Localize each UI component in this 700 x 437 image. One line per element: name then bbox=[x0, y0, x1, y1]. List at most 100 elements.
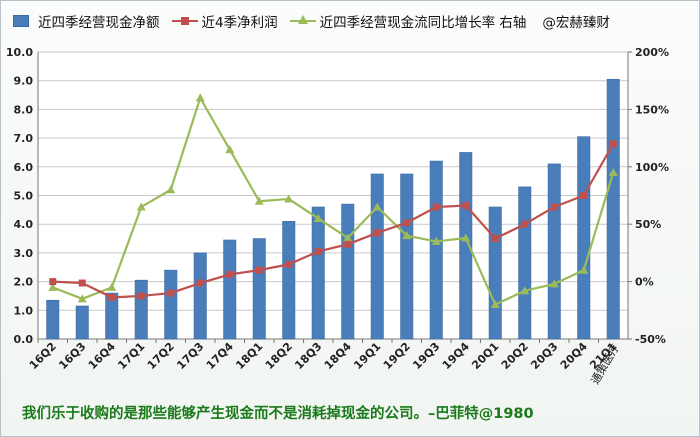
y-right-tick-label: -50% bbox=[635, 333, 666, 346]
y-left-tick-label: 7.0 bbox=[14, 132, 34, 145]
x-tick-label: 18Q3 bbox=[292, 340, 324, 372]
profit-series-line bbox=[52, 143, 615, 299]
x-tick-label: 20Q4 bbox=[558, 340, 590, 372]
profit-series-point bbox=[78, 279, 86, 287]
y-left-tick-label: 5.0 bbox=[14, 190, 34, 203]
x-tick-label: 17Q3 bbox=[174, 340, 206, 372]
y-left-tick-label: 6.0 bbox=[14, 161, 34, 174]
x-tick-label: 18Q4 bbox=[322, 340, 354, 372]
y-left-tick-label: 8.0 bbox=[14, 103, 34, 116]
bar bbox=[459, 152, 473, 340]
footer-quote: 我们乐于收购的是那些能够产生现金而不是消耗掉现金的公司。–巴菲特@1980 bbox=[22, 406, 534, 422]
y-left-tick-label: 2.0 bbox=[14, 276, 34, 289]
profit-series-point bbox=[108, 293, 116, 301]
growth-series-point bbox=[579, 265, 589, 274]
profit-series-point bbox=[49, 278, 57, 286]
x-tick-label: 20Q1 bbox=[469, 340, 501, 372]
chart-legend: 近四季经营现金净额 近4季净利润 近四季经营现金流同比增长率 右轴 @宏赫臻财 bbox=[8, 10, 610, 32]
legend-item-growth: 近四季经营现金流同比增长率 右轴 bbox=[289, 11, 527, 31]
x-tick-label: 19Q1 bbox=[351, 340, 383, 372]
legend-item-profit: 近4季净利润 bbox=[171, 11, 278, 31]
growth-series-point bbox=[520, 286, 530, 295]
growth-series-point bbox=[136, 202, 146, 211]
bar bbox=[606, 78, 620, 340]
growth-series-point bbox=[608, 168, 618, 177]
legend-label-profit: 近4季净利润 bbox=[201, 15, 278, 31]
y-left-tick-label: 10.0 bbox=[6, 46, 33, 59]
bar bbox=[75, 305, 89, 340]
legend-line-square-swatch bbox=[171, 14, 198, 28]
x-tick-label: 16Q3 bbox=[56, 340, 88, 372]
growth-series-point bbox=[225, 145, 235, 154]
legend-label-cashflow: 近四季经营现金净额 bbox=[38, 15, 160, 31]
legend-item-cashflow: 近四季经营现金净额 bbox=[8, 11, 160, 31]
bar bbox=[164, 269, 178, 340]
growth-series-point bbox=[372, 202, 382, 211]
y-right-tick-label: 200% bbox=[635, 46, 669, 59]
bar bbox=[518, 186, 532, 340]
x-tick-label: 20Q2 bbox=[499, 340, 531, 372]
x-tick-label: 19Q3 bbox=[410, 340, 442, 372]
bar bbox=[105, 292, 119, 340]
profit-series-point bbox=[285, 260, 293, 268]
profit-series-point bbox=[403, 219, 411, 227]
x-tick-label: 19Q4 bbox=[440, 340, 472, 372]
profit-series-point bbox=[491, 235, 499, 243]
profit-series-point bbox=[344, 240, 352, 248]
y-left-tick-label: 0.0 bbox=[14, 333, 34, 346]
y-right-tick-label: 50% bbox=[635, 218, 661, 231]
growth-series-point bbox=[490, 300, 500, 309]
y-right-tick-label: 100% bbox=[635, 161, 669, 174]
growth-series-point bbox=[195, 93, 205, 102]
y-left-tick-label: 1.0 bbox=[14, 304, 34, 317]
growth-series-line bbox=[52, 96, 615, 306]
growth-series-point bbox=[461, 233, 471, 242]
x-tick-label: 20Q3 bbox=[528, 340, 560, 372]
y-left-tick-label: 9.0 bbox=[14, 75, 34, 88]
growth-series-point bbox=[549, 279, 559, 288]
growth-series-point bbox=[254, 196, 264, 205]
x-tick-label: 17Q2 bbox=[145, 340, 177, 372]
bar bbox=[370, 173, 384, 340]
growth-series-point bbox=[77, 294, 87, 303]
x-tick-label: 17Q4 bbox=[204, 340, 236, 372]
growth-series-point bbox=[107, 282, 117, 291]
bar bbox=[282, 221, 296, 340]
profit-series-point bbox=[609, 140, 617, 148]
profit-series-point bbox=[167, 289, 175, 297]
bar bbox=[193, 252, 207, 340]
bar bbox=[400, 173, 414, 340]
profit-series-point bbox=[137, 292, 145, 300]
profit-series-point bbox=[521, 220, 529, 228]
x-tick-label: 16Q4 bbox=[86, 340, 118, 372]
brand-watermark: @宏赫臻财 bbox=[542, 15, 610, 31]
profit-series-point bbox=[314, 247, 322, 255]
profit-series-point bbox=[580, 192, 588, 199]
growth-series-point bbox=[48, 282, 58, 291]
bar bbox=[134, 279, 148, 340]
profit-series-point bbox=[550, 203, 558, 211]
profit-series-point bbox=[373, 229, 381, 237]
y-left-tick-label: 4.0 bbox=[14, 218, 34, 231]
growth-series-point bbox=[284, 194, 294, 203]
growth-series-point bbox=[402, 231, 412, 240]
y-right-tick-label: 150% bbox=[635, 103, 669, 116]
bar bbox=[311, 206, 325, 340]
bar bbox=[341, 203, 355, 340]
growth-series-point bbox=[166, 185, 176, 194]
legend-line-triangle-swatch bbox=[289, 14, 316, 28]
profit-series-point bbox=[462, 202, 470, 210]
legend-label-growth: 近四季经营现金流同比增长率 右轴 bbox=[319, 15, 527, 31]
x-tick-label: 17Q1 bbox=[115, 340, 147, 372]
bar bbox=[488, 206, 502, 340]
profit-series-point bbox=[196, 279, 204, 287]
y-left-tick-label: 3.0 bbox=[14, 247, 34, 260]
bar bbox=[46, 299, 60, 340]
x-tick-label: 19Q2 bbox=[381, 340, 413, 372]
profit-series-point bbox=[226, 270, 234, 278]
bar bbox=[223, 239, 237, 340]
x-tick-label: 18Q1 bbox=[233, 340, 265, 372]
growth-series-point bbox=[431, 236, 441, 245]
growth-series-point bbox=[343, 233, 353, 242]
